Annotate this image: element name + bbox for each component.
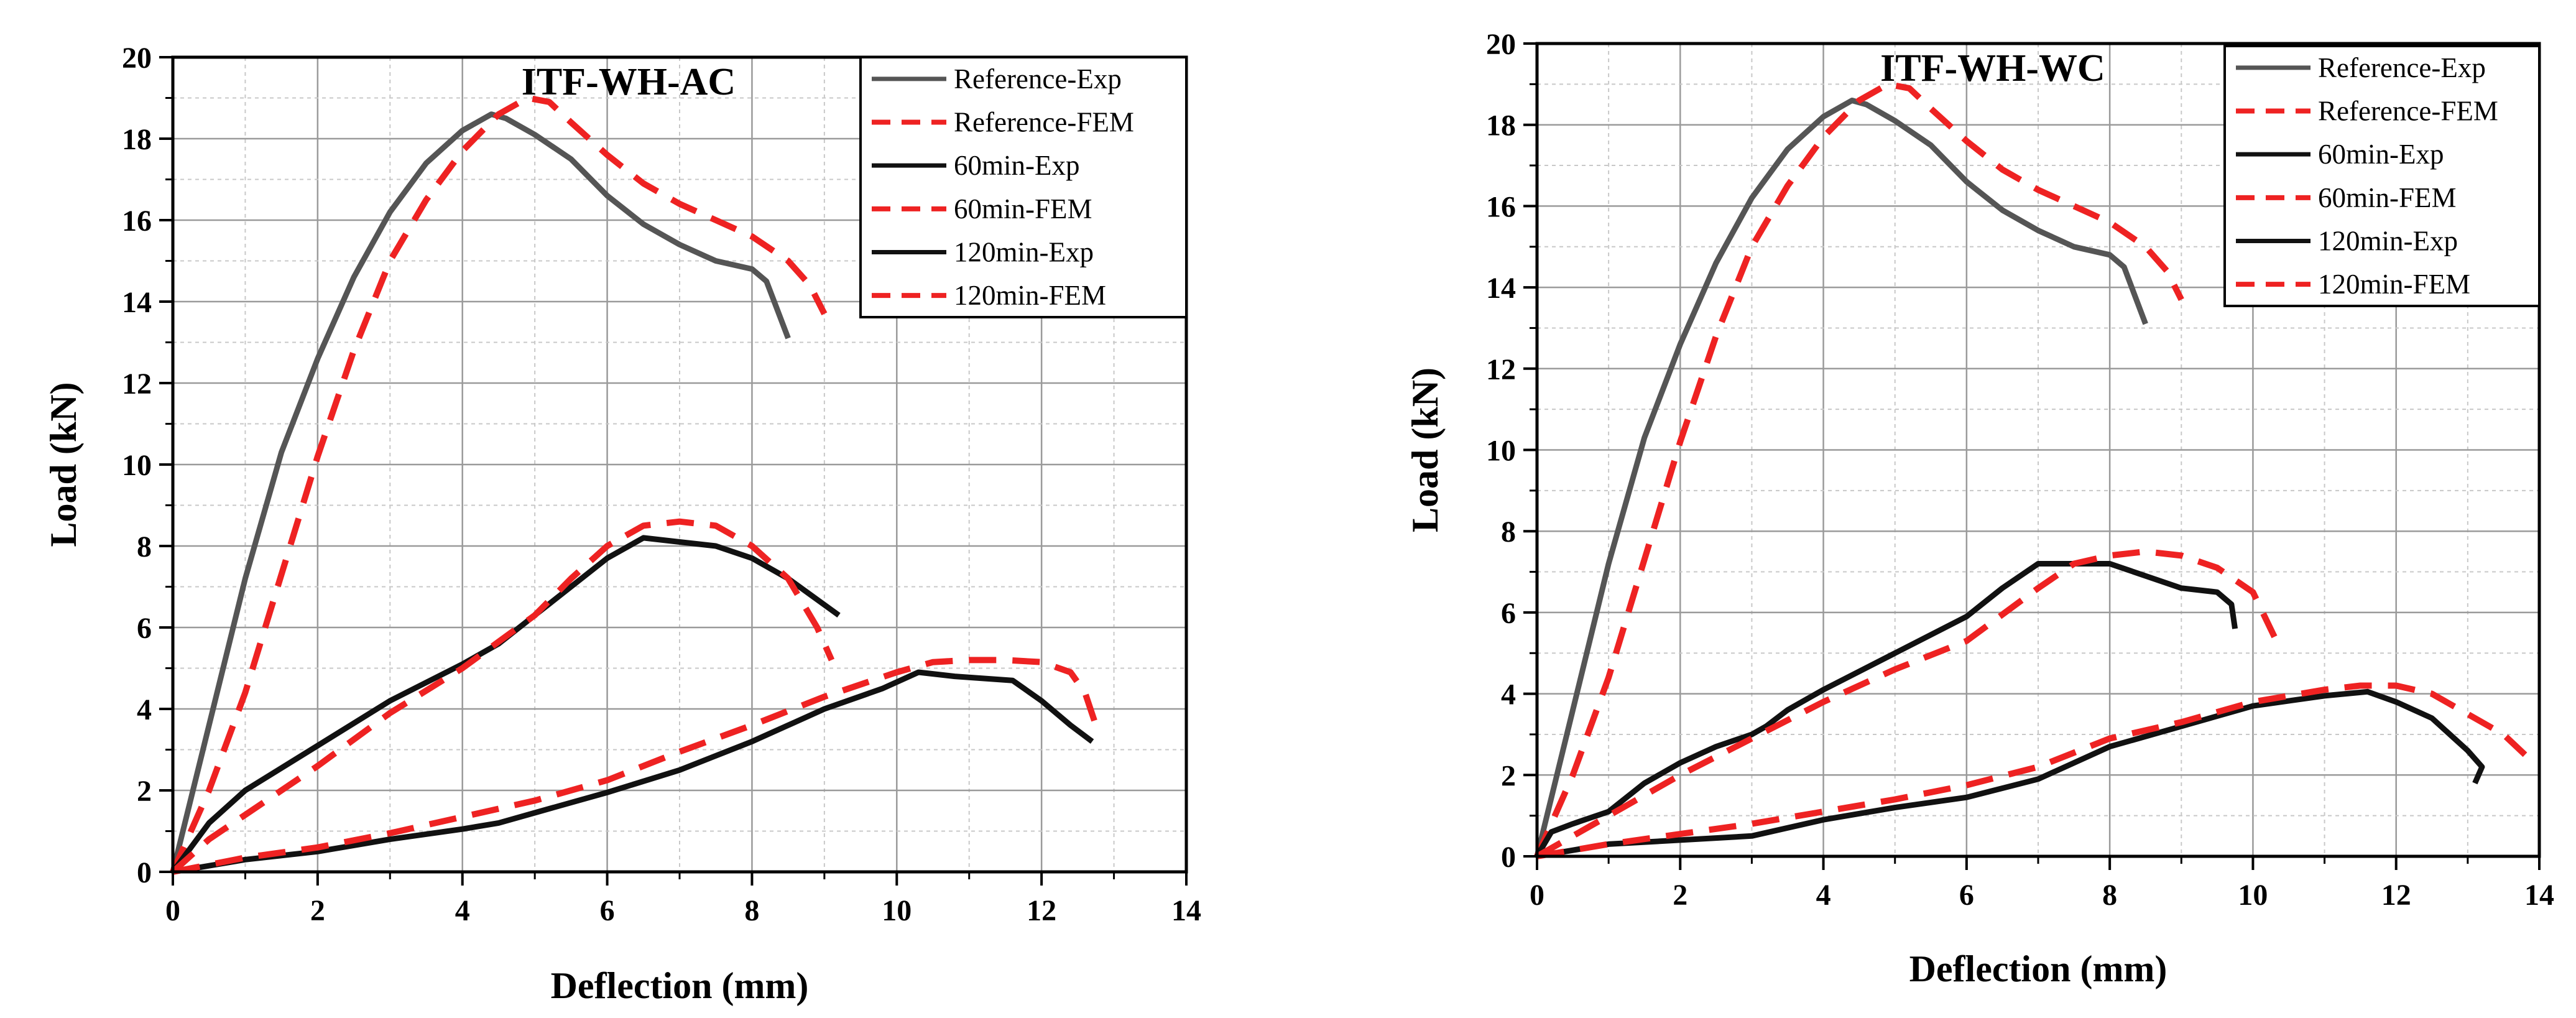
y-tick-label: 2 [137,775,152,808]
series-line-reference-fem [170,95,828,874]
x-tick-label: 6 [1959,879,1974,912]
y-tick-label: 6 [1501,597,1516,630]
legend-entry: 120min-FEM [2318,269,2470,300]
legend-entry: Reference-Exp [2318,52,2486,83]
series-line-60min-fem [1535,548,2278,859]
x-axis-label: Deflection (mm) [551,965,809,1006]
series-line-reference-exp [170,111,791,873]
x-axis-label: Deflection (mm) [1909,948,2167,989]
chart-title: ITF-WH-AC [522,61,736,103]
x-tick-label: 2 [1673,879,1687,912]
y-tick-label: 16 [1486,190,1516,223]
y-tick-label: 4 [1501,678,1516,711]
legend-entry: 120min-Exp [954,237,1094,268]
x-tick-label: 2 [310,894,325,927]
series-line-120min-fem [1536,682,2528,859]
series-line-60min-exp [170,535,841,874]
series-line-120min-exp [172,669,1094,875]
y-tick-label: 16 [122,205,152,238]
y-tick-label: 12 [122,368,152,400]
y-tick-label: 6 [137,612,152,645]
y-tick-label: 20 [122,42,152,75]
legend-entry: 60min-FEM [2318,182,2457,213]
y-tick-label: 18 [122,123,152,156]
x-tick-label: 12 [1027,894,1056,927]
x-tick-label: 4 [455,894,470,927]
y-tick-label: 0 [137,856,152,889]
y-tick-label: 12 [1486,353,1516,386]
y-tick-label: 18 [1486,109,1516,142]
series-line-60min-fem [170,518,835,874]
legend-entry: 120min-FEM [954,280,1106,311]
x-tick-label: 10 [882,894,912,927]
legend-entry: 60min-Exp [2318,139,2444,170]
y-tick-label: 20 [1486,28,1516,61]
y-axis-label: Load (kN) [43,382,84,547]
y-tick-label: 8 [137,530,152,563]
chart-title: ITF-WH-WC [1880,47,2105,90]
legend-box [2223,45,2541,307]
x-tick-label: 12 [2381,879,2411,912]
y-tick-label: 14 [1486,272,1516,305]
y-axis-label: Load (kN) [1405,368,1446,532]
y-tick-label: 0 [1501,841,1516,874]
chart-itf-wh-wc: 0 2 4 6 8 10 12 14 0 2 4 6 8 10 12 14 16 18 20 Deflection (… [1405,28,2554,989]
x-tick-label: 8 [2102,879,2117,912]
legend-box [859,56,1188,318]
y-tick-label: 14 [122,286,152,319]
series-line-60min-exp [1535,561,2238,858]
series-line-reference-exp [1534,98,2148,858]
y-tick-label: 2 [1501,759,1516,792]
y-tick-label: 4 [137,693,152,726]
legend-entry: Reference-FEM [2318,96,2498,127]
legend-entry: Reference-Exp [954,63,1122,95]
chart-itf-wh-ac: 0 2 4 6 8 10 12 14 0 2 4 6 8 10 12 14 16 18 20 Deflection (… [43,42,1201,1006]
x-tick-label: 0 [1530,879,1544,912]
legend-entry: Reference-FEM [954,107,1134,138]
legend-entry: 120min-Exp [2318,226,2458,257]
legend-entry: 60min-Exp [954,150,1079,181]
y-tick-label: 8 [1501,516,1516,548]
x-tick-label: 4 [1816,879,1831,912]
legend-entry: 60min-FEM [954,193,1092,224]
x-tick-label: 8 [744,894,759,927]
x-tick-label: 0 [165,894,180,927]
series-line-120min-exp [1536,688,2485,859]
y-tick-label: 10 [1486,435,1516,468]
series-line-reference-fem [1534,81,2184,858]
x-tick-label: 14 [1171,894,1201,927]
x-tick-label: 14 [2524,879,2554,912]
y-tick-label: 10 [122,449,152,482]
x-tick-label: 6 [600,894,615,927]
x-tick-label: 10 [2238,879,2268,912]
